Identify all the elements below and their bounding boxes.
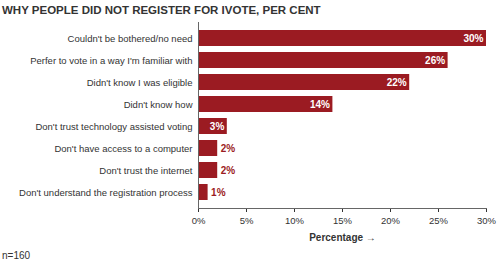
svg-text:2%: 2% — [221, 165, 236, 176]
svg-text:Don't trust technology assiste: Don't trust technology assisted voting — [35, 121, 192, 132]
svg-text:20%: 20% — [381, 215, 401, 226]
svg-text:30%: 30% — [477, 215, 497, 226]
svg-text:Didn't know how: Didn't know how — [124, 99, 193, 110]
html-text:n=160: n=160 — [2, 250, 31, 261]
svg-text:Perfer to vote in a way I'm fa: Perfer to vote in a way I'm familiar wit… — [30, 55, 192, 66]
svg-text:30%: 30% — [463, 33, 483, 44]
svg-text:2%: 2% — [221, 143, 236, 154]
svg-text:26%: 26% — [425, 55, 445, 66]
svg-text:1%: 1% — [211, 187, 226, 198]
svg-text:Didn't know I was eligible: Didn't know I was eligible — [87, 77, 193, 88]
svg-text:22%: 22% — [387, 77, 407, 88]
svg-text:Percentage →: Percentage → — [309, 232, 376, 243]
svg-text:Don't understand the registrat: Don't understand the registration proces… — [19, 187, 193, 198]
svg-text:Don't have access to a compute: Don't have access to a computer — [54, 143, 192, 154]
svg-text:14%: 14% — [310, 99, 330, 110]
html-text:WHY PEOPLE DID NOT REGISTER FO: WHY PEOPLE DID NOT REGISTER FOR IVOTE, P… — [2, 4, 321, 16]
svg-text:10%: 10% — [285, 215, 305, 226]
svg-text:15%: 15% — [333, 215, 353, 226]
svg-text:Couldn't be bothered/no need: Couldn't be bothered/no need — [68, 33, 193, 44]
svg-text:3%: 3% — [210, 121, 225, 132]
svg-text:5%: 5% — [240, 215, 254, 226]
svg-text:25%: 25% — [429, 215, 449, 226]
svg-text:Don't trust the internet: Don't trust the internet — [99, 165, 193, 176]
svg-text:0%: 0% — [192, 215, 206, 226]
